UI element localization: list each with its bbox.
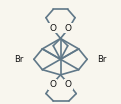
Text: O: O (49, 80, 56, 89)
Text: O: O (49, 24, 56, 33)
Text: O: O (65, 80, 72, 89)
Text: O: O (65, 24, 72, 33)
Text: Br: Br (98, 55, 107, 64)
Text: Br: Br (14, 55, 23, 64)
